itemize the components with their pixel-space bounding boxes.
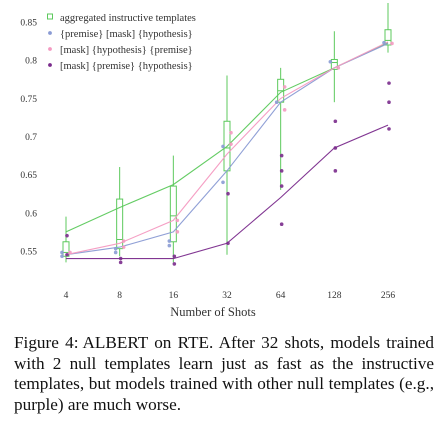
caption-label: Figure 4: — [14, 333, 79, 352]
scatter-point — [118, 256, 123, 261]
scatter-point — [333, 169, 338, 173]
scatter-point — [65, 233, 69, 238]
scatter-point — [333, 146, 338, 150]
y-tick-label: 0.6 — [25, 209, 37, 219]
scatter-point — [60, 250, 64, 255]
scatter-point — [60, 254, 64, 259]
scatter-point — [336, 66, 341, 70]
scatter-points — [60, 40, 394, 266]
scatter-point — [333, 119, 338, 124]
scatter-point — [282, 85, 287, 89]
chart: 0.55 0.6 0.65 0.7 0.75 0.8 0.85 4 8 16 32 64 128 256… — [20, 3, 396, 319]
legend-label: [mask] {hypothesis} {premise} — [60, 45, 193, 56]
scatter-point — [279, 153, 284, 158]
scatter-point — [279, 184, 284, 188]
scatter-point — [387, 81, 391, 85]
x-tick-label: 64 — [276, 291, 286, 301]
scatter-point — [229, 142, 233, 146]
legend-label: aggregated instructive templates — [60, 13, 196, 24]
legend-label: [mask] {premise} {hypothesis} — [60, 61, 193, 72]
figure-caption: Figure 4: ALBERT on RTE. After 32 shots, … — [14, 333, 434, 415]
caption-text: ALBERT on RTE. After 32 shots, models tr… — [14, 333, 434, 414]
scatter-point — [279, 222, 284, 227]
x-tick-label: 256 — [381, 291, 396, 301]
scatter-point — [282, 108, 287, 112]
scatter-point — [387, 127, 391, 131]
x-axis-label: Number of Shots — [170, 305, 256, 319]
x-tick-label: 16 — [169, 291, 179, 301]
x-tick-label: 4 — [64, 291, 69, 301]
scatter-point — [68, 250, 72, 255]
scatter-point — [226, 241, 230, 246]
scatter-point — [221, 144, 225, 149]
legend: aggregated instructive templates {premise… — [47, 13, 196, 72]
x-tick-labels: 4 8 16 32 64 128 256 — [64, 291, 396, 301]
scatter-point — [175, 218, 180, 223]
box — [169, 185, 177, 243]
scatter-point — [167, 239, 172, 243]
scatter-point — [121, 239, 126, 243]
scatter-point — [279, 169, 284, 173]
scatter-point — [65, 252, 69, 257]
legend-label: {premise} [mask] {hypothesis} — [60, 29, 193, 40]
scatter-point — [113, 246, 118, 251]
box-plots — [62, 3, 392, 263]
trend-line — [65, 41, 389, 256]
legend-marker — [48, 47, 52, 51]
scatter-point — [226, 191, 230, 196]
legend-marker — [47, 13, 53, 20]
y-tick-label: 0.85 — [20, 19, 37, 29]
y-tick-label: 0.55 — [20, 247, 37, 257]
box — [116, 198, 124, 250]
x-tick-label: 32 — [222, 291, 232, 301]
box — [62, 241, 70, 257]
scatter-point — [172, 262, 177, 266]
scatter-point — [221, 180, 225, 185]
y-tick-label: 0.8 — [25, 57, 37, 67]
legend-marker — [48, 31, 52, 35]
scatter-point — [172, 254, 177, 259]
box — [384, 29, 392, 46]
y-tick-label: 0.7 — [25, 133, 37, 143]
y-tick-label: 0.75 — [20, 95, 37, 105]
scatter-point — [167, 243, 172, 248]
legend-marker — [48, 63, 52, 67]
y-tick-labels: 0.55 0.6 0.65 0.7 0.75 0.8 0.85 — [20, 19, 37, 258]
y-tick-label: 0.65 — [20, 171, 37, 181]
scatter-point — [121, 245, 126, 249]
x-tick-label: 8 — [117, 291, 122, 301]
scatter-point — [229, 130, 233, 135]
scatter-point — [387, 100, 391, 104]
scatter-point — [175, 230, 180, 234]
scatter-point — [118, 260, 123, 265]
scatter-point — [390, 41, 394, 46]
scatter-point — [113, 250, 118, 255]
scatter-point — [328, 59, 333, 64]
scatter-point — [382, 40, 386, 45]
box — [330, 58, 338, 70]
scatter-point — [274, 100, 279, 104]
x-tick-label: 128 — [327, 291, 342, 301]
